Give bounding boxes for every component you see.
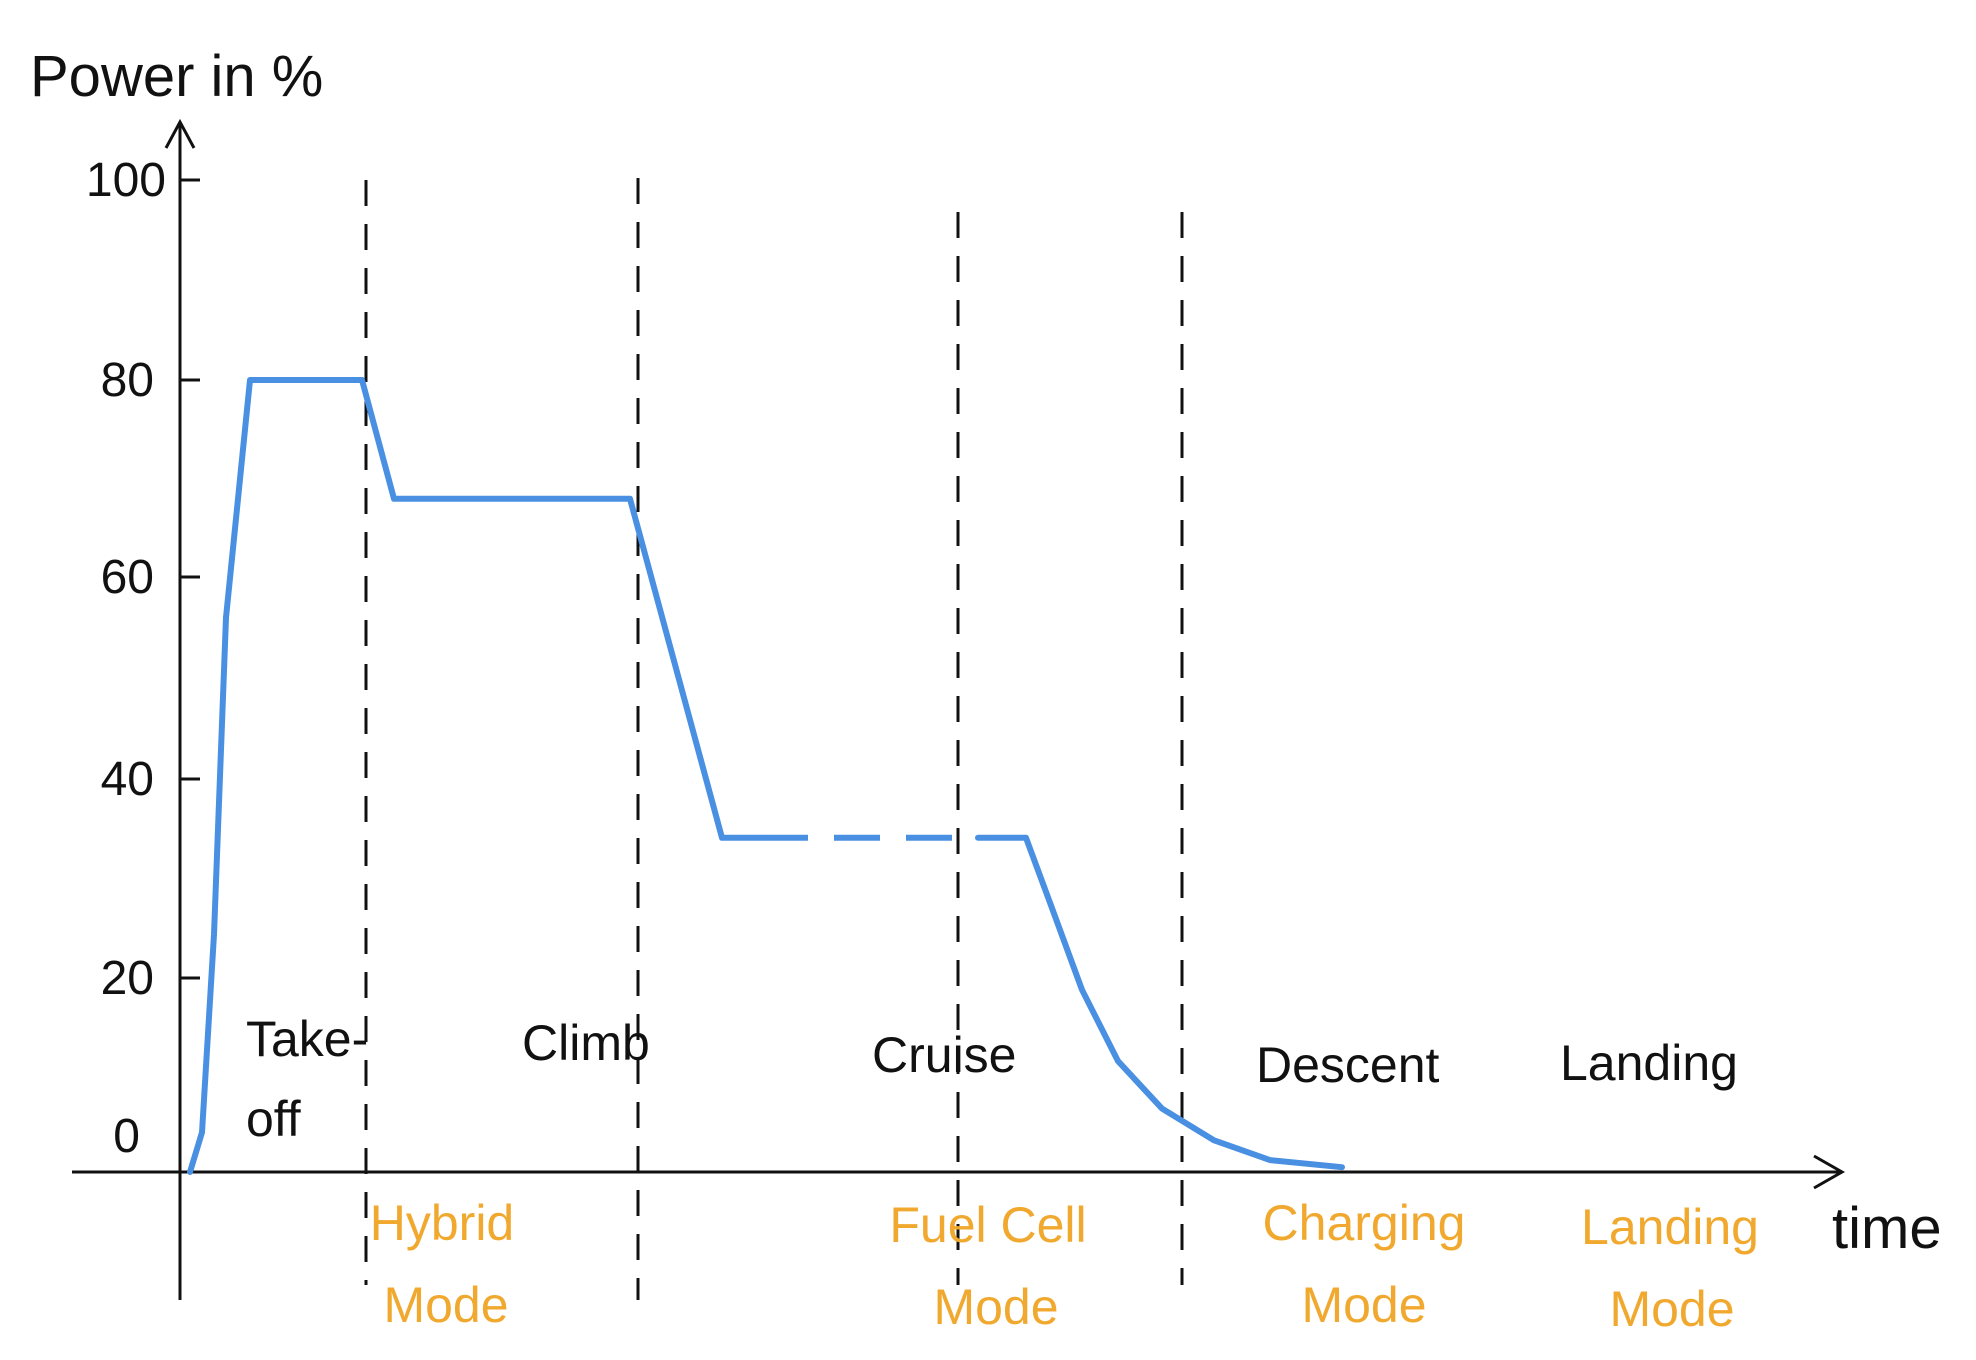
power-series [187, 377, 1345, 1175]
y-ticks: 100 80 60 40 20 0 [86, 154, 200, 1163]
y-tick-label-80: 80 [101, 354, 154, 407]
mode-label-fuel-cell-line2: Mode [933, 1279, 1058, 1335]
phase-labels: Take- off Climb Cruise Descent Landing [246, 1011, 1738, 1147]
mode-label-hybrid: Hybrid [370, 1195, 514, 1251]
x-axis-arrow-icon [1813, 1154, 1846, 1190]
phase-label-descent: Descent [1256, 1037, 1440, 1093]
phase-label-landing: Landing [1560, 1035, 1738, 1091]
mode-label-hybrid-line2: Mode [383, 1277, 508, 1333]
phase-label-climb: Climb [522, 1015, 650, 1071]
y-tick-label-0: 0 [113, 1110, 140, 1163]
mode-label-charging: Charging [1263, 1195, 1466, 1251]
phase-label-takeoff-line2: off [246, 1091, 301, 1147]
phase-boundaries [364, 178, 1184, 1300]
y-axis-title: Power in % [30, 44, 323, 109]
y-tick-label-20: 20 [101, 952, 154, 1005]
power-curve-solid-end [975, 834, 1345, 1171]
y-axis-arrow-icon [164, 118, 196, 149]
y-tick-label-60: 60 [101, 551, 154, 604]
mode-label-charging-line2: Mode [1301, 1277, 1426, 1333]
power-curve-solid-start [187, 377, 765, 1175]
mode-label-landing: Landing [1581, 1199, 1759, 1255]
mode-labels: Hybrid Mode Fuel Cell Mode Charging Mode… [370, 1195, 1759, 1337]
phase-label-takeoff: Take- [246, 1011, 368, 1067]
y-tick-label-40: 40 [101, 753, 154, 806]
mode-label-fuel-cell: Fuel Cell [889, 1197, 1086, 1253]
x-axis-title: time [1832, 1196, 1942, 1261]
phase-label-cruise: Cruise [872, 1027, 1016, 1083]
mode-label-landing-line2: Mode [1609, 1281, 1734, 1337]
y-tick-label-100: 100 [86, 154, 166, 207]
